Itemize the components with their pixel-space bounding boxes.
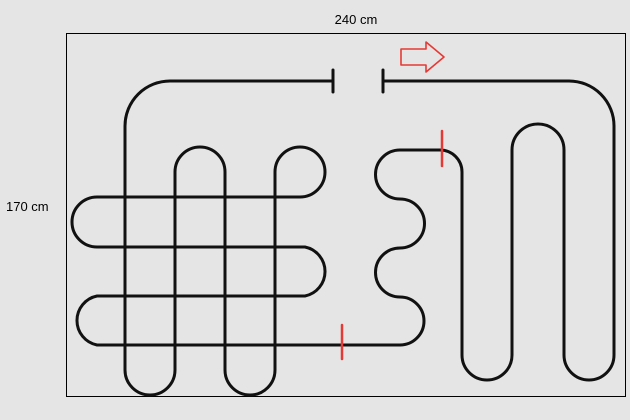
floor-frame [66, 33, 626, 397]
middle-serpentine-pipe [374, 79, 616, 382]
width-dimension-label: 240 cm [334, 12, 378, 27]
height-dimension-label: 170 cm [6, 199, 49, 214]
right-arrow-icon [400, 41, 445, 73]
left-loop-feed-line [70, 79, 402, 397]
